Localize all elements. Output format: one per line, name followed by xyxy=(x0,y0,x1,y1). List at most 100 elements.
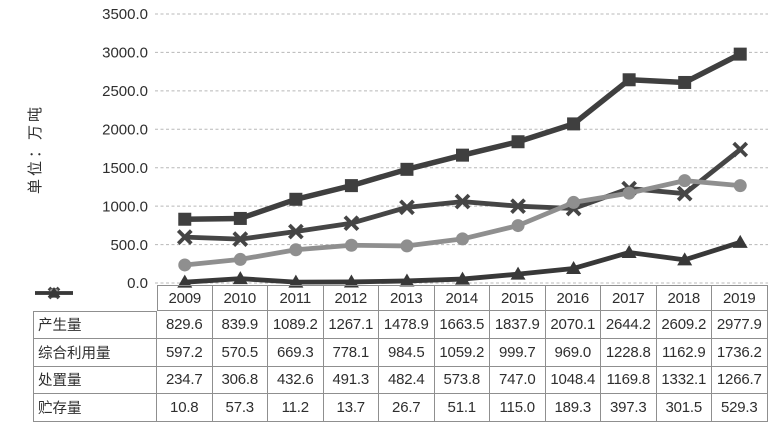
y-tick-label: 500.0 xyxy=(110,237,148,254)
value-cell: 189.3 xyxy=(545,394,601,423)
legend-label: 综合利用量 xyxy=(38,345,111,362)
circle-marker xyxy=(233,252,247,266)
line-chart-plot: 3500.0 3000.0 2500.0 2000.0 1500.0 1000.0 500.… xyxy=(27,6,768,292)
circle-marker xyxy=(733,179,747,193)
circle-marker xyxy=(622,186,636,200)
x-marker xyxy=(676,185,693,202)
value-cell: 1228.8 xyxy=(601,338,657,367)
circle-marker xyxy=(567,195,581,209)
value-cell: 2070.1 xyxy=(545,311,601,339)
x-marker xyxy=(288,223,304,240)
x-marker xyxy=(343,215,360,232)
value-cell: 1089.2 xyxy=(268,311,324,339)
legend-item: 综合利用量 xyxy=(33,286,157,367)
value-cell: 234.7 xyxy=(157,366,213,395)
y-tick-label: 3000.0 xyxy=(102,45,148,62)
square-marker xyxy=(567,117,581,131)
legend-item: 产生量 xyxy=(33,288,157,339)
value-cell: 11.2 xyxy=(268,394,324,423)
value-cell: 1267.1 xyxy=(323,311,379,339)
triangle-marker xyxy=(399,273,415,287)
year-header: 2012 xyxy=(323,285,379,311)
value-cell: 529.3 xyxy=(712,394,768,423)
value-cell: 2644.2 xyxy=(601,311,657,339)
legend-item: 处置量 xyxy=(33,288,157,395)
year-header: 2010 xyxy=(212,285,268,311)
value-cell: 26.7 xyxy=(379,394,435,423)
circle-marker xyxy=(400,239,414,253)
value-cell: 829.6 xyxy=(157,311,213,339)
circle-marker xyxy=(289,243,303,257)
square-marker xyxy=(622,73,636,87)
value-cell: 1048.4 xyxy=(545,366,601,395)
y-tick-label: 2000.0 xyxy=(102,121,148,138)
value-cell: 597.2 xyxy=(157,338,213,367)
value-cell: 669.3 xyxy=(268,338,324,367)
year-header: 2009 xyxy=(157,285,213,311)
series-triangle xyxy=(177,234,748,288)
square-marker xyxy=(678,75,692,89)
series-circle xyxy=(178,174,747,272)
series-line xyxy=(182,147,743,242)
triangle-marker xyxy=(232,271,248,285)
value-cell: 969.0 xyxy=(545,338,601,367)
value-cell: 1478.9 xyxy=(379,311,435,339)
value-cell: 432.6 xyxy=(268,366,324,395)
series-square xyxy=(178,47,747,226)
x-marker xyxy=(232,231,249,247)
square-marker xyxy=(289,192,303,206)
circle-marker xyxy=(456,232,469,246)
year-header: 2018 xyxy=(656,285,712,311)
year-header: 2014 xyxy=(434,285,490,311)
triangle-marker xyxy=(510,266,526,280)
series-line xyxy=(182,51,743,222)
value-cell: 570.5 xyxy=(212,338,268,367)
value-cell: 839.9 xyxy=(212,311,268,339)
circle-marker xyxy=(344,238,358,252)
value-cell: 747.0 xyxy=(490,366,546,395)
value-cell: 999.7 xyxy=(490,338,546,367)
value-cell: 984.5 xyxy=(379,338,435,367)
y-tick-label: 0.0 xyxy=(127,275,148,292)
value-cell: 115.0 xyxy=(490,394,546,423)
value-cell: 482.4 xyxy=(379,366,435,395)
data-table: 2009 2010 2011 2012 2013 2014 2015 2016 2017 2018… xyxy=(33,285,768,423)
value-cell: 13.7 xyxy=(323,394,379,423)
value-cell: 51.1 xyxy=(434,394,490,423)
square-marker xyxy=(344,179,358,193)
year-header: 2017 xyxy=(601,285,657,311)
year-header: 2015 xyxy=(490,285,546,311)
x-marker xyxy=(399,199,415,216)
value-cell: 1837.9 xyxy=(490,311,546,339)
circle-marker xyxy=(178,258,192,272)
value-cell: 573.8 xyxy=(434,366,490,395)
year-header: 2019 xyxy=(712,285,768,311)
value-cell: 301.5 xyxy=(656,394,712,423)
y-tick-label: 1000.0 xyxy=(102,198,148,215)
year-header: 2011 xyxy=(268,285,324,311)
y-tick-label: 1500.0 xyxy=(102,160,148,177)
triangle-marker xyxy=(177,274,193,288)
x-marker xyxy=(732,141,749,158)
value-cell: 397.3 xyxy=(601,394,657,423)
value-cell: 306.8 xyxy=(212,366,268,395)
square-marker xyxy=(233,211,247,225)
x-marker xyxy=(176,229,193,245)
value-cell: 1332.1 xyxy=(656,366,712,395)
value-cell: 1162.9 xyxy=(656,338,712,367)
legend-item: 贮存量 xyxy=(33,287,157,423)
y-axis-title: 单位：万吨 xyxy=(27,104,44,194)
y-tick-label: 2500.0 xyxy=(102,83,148,100)
legend-label: 处置量 xyxy=(38,373,82,390)
value-cell: 10.8 xyxy=(157,394,213,423)
square-marker xyxy=(400,162,414,176)
year-header: 2016 xyxy=(545,285,601,311)
triangle-marker xyxy=(455,271,470,285)
triangle-marker xyxy=(621,244,637,258)
value-cell: 1266.7 xyxy=(712,366,768,395)
value-cell: 1169.8 xyxy=(601,366,657,395)
value-cell: 2609.2 xyxy=(656,311,712,339)
value-cell: 57.3 xyxy=(212,394,268,423)
legend-label: 贮存量 xyxy=(38,401,82,418)
